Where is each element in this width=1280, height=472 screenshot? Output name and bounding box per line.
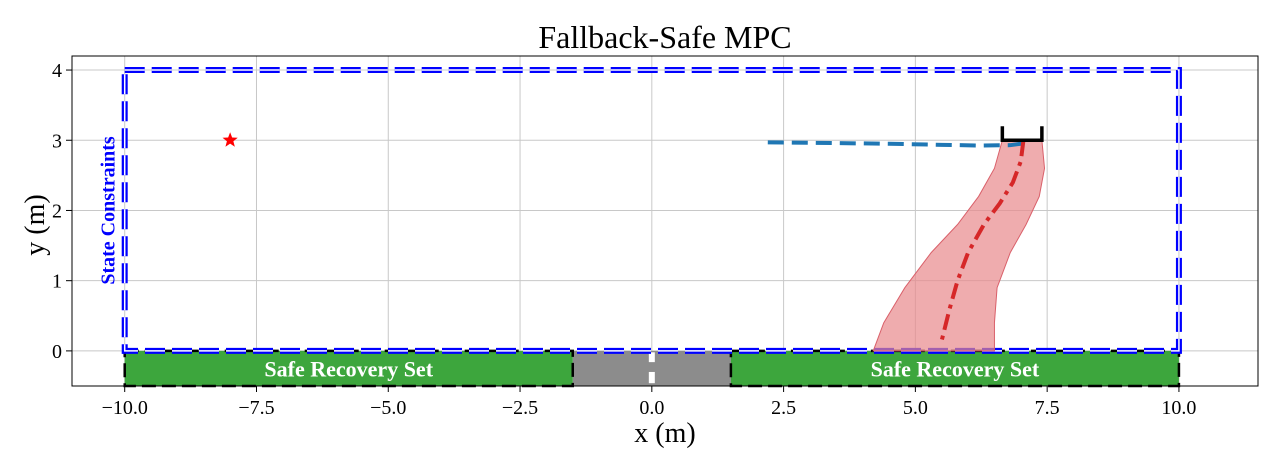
x-tick-label: 10.0 [1161,397,1196,419]
state-constraints-box-inner [123,69,1180,352]
planned-trajectory-line [767,140,1027,148]
band-layer [872,139,1046,352]
x-tick-label: −5.0 [370,397,406,419]
goal-star-icon [222,132,238,147]
x-tick-label: 0.0 [639,397,664,419]
safe-recovery-set-label: Safe Recovery Set [871,356,1040,381]
safe-recovery-set-label: Safe Recovery Set [264,356,433,381]
y-tick-label: 1 [52,271,62,293]
y-tick-label: 0 [52,341,62,363]
chart-title: Fallback-Safe MPC [538,19,791,55]
labels-layer: −10.0 −7.5 −5.0 −2.5 0.0 2.5 5.0 7.5 10.0 0 1 2 3 4 Sa… [52,60,1196,419]
uncertainty-band [872,139,1046,352]
parking-bracket [1000,126,1044,143]
lines-layer [767,140,1027,341]
grid-layer [72,56,1258,386]
safe-recovery-set [730,350,1179,386]
x-tick-label: −2.5 [502,397,538,419]
safe-recovery-set [124,350,573,386]
markers-layer [222,126,1044,147]
plot-frame [71,55,1259,387]
x-tick-label: −10.0 [102,397,148,419]
x-tick-label: 7.5 [1035,397,1060,419]
x-tick-label: 2.5 [771,397,796,419]
y-axis-label: y (m) [20,194,51,255]
y-tick-label: 3 [52,130,62,152]
ticks-layer [66,69,1180,392]
x-tick-label: −7.5 [238,397,274,419]
state-constraints-label: State Constraints [98,136,120,285]
regions-layer [121,67,1182,388]
fallback-trajectory-line [939,140,1026,341]
y-tick-label: 4 [52,60,62,82]
x-axis-label: x (m) [634,418,695,449]
y-tick-label: 2 [52,200,62,222]
x-tick-label: 5.0 [903,397,928,419]
